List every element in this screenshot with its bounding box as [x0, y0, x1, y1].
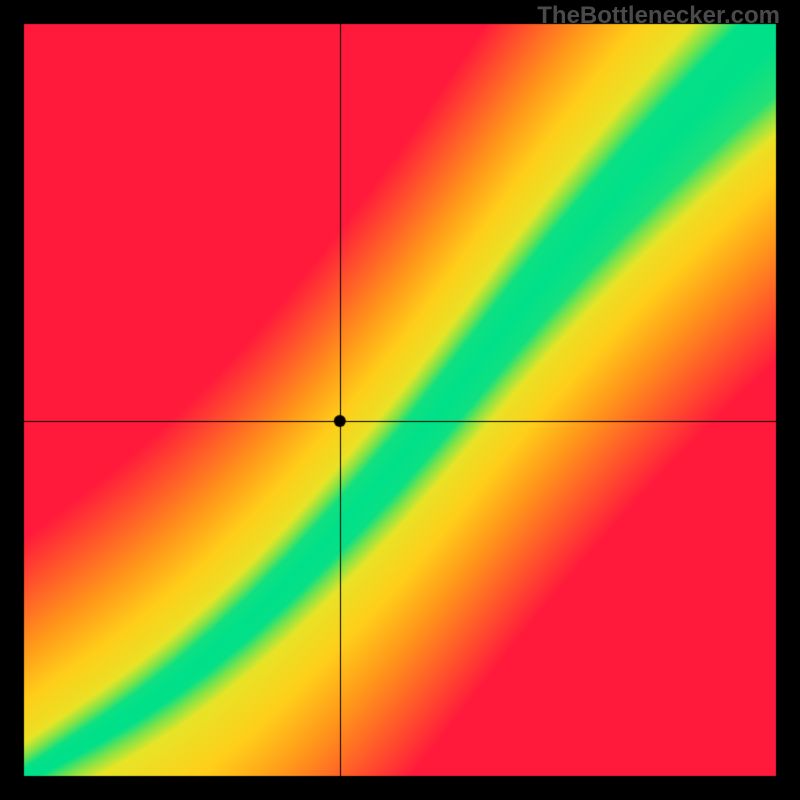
- watermark-text: TheBottlenecker.com: [537, 2, 780, 30]
- bottleneck-heatmap: [0, 0, 800, 800]
- chart-container: TheBottlenecker.com: [0, 0, 800, 800]
